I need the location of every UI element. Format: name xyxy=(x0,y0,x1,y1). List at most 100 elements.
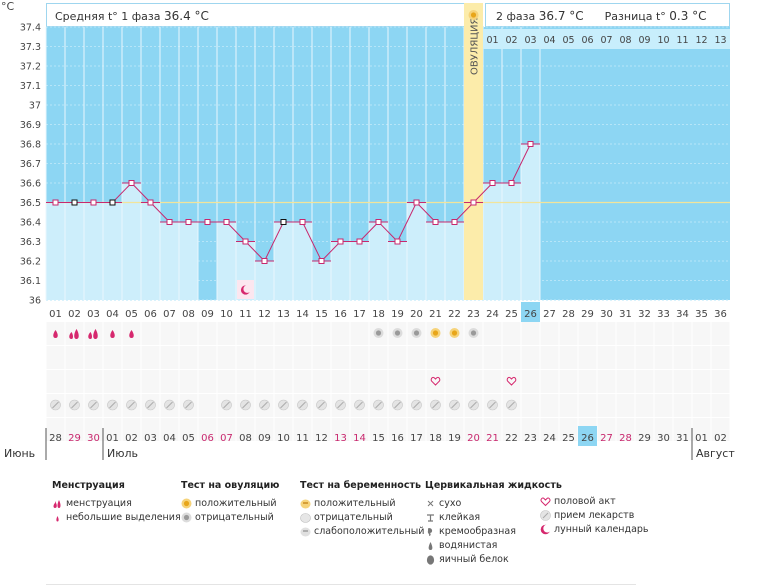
temperature-bar xyxy=(331,241,350,300)
date-label: 20 xyxy=(467,433,480,444)
symptom-cell xyxy=(483,418,502,441)
diff-label: Разница t° xyxy=(604,10,666,23)
temperature-bar xyxy=(122,183,141,300)
month-label: Июль xyxy=(107,447,139,460)
creamy-icon xyxy=(427,528,433,536)
temperature-bar xyxy=(179,222,198,300)
temperature-bar xyxy=(388,241,407,300)
y-tick-label: 36.8 xyxy=(20,140,41,151)
cycle-day-label: 02 xyxy=(68,309,81,320)
symptom-cell xyxy=(350,370,369,393)
temperature-bar xyxy=(369,222,388,300)
symptom-cell xyxy=(521,370,540,393)
phase2-day-label: 12 xyxy=(695,35,707,46)
symptom-cell xyxy=(274,346,293,369)
legend-ovulation-item: положительный xyxy=(195,498,277,509)
pill-icon xyxy=(337,401,344,409)
symptom-cell xyxy=(502,370,521,393)
symptom-cell xyxy=(540,394,559,417)
temperature-point xyxy=(413,199,420,206)
symptom-cell xyxy=(673,394,692,417)
pill-icon xyxy=(185,401,192,409)
symptom-cell xyxy=(331,322,350,345)
symptom-cell xyxy=(331,370,350,393)
symptom-cell xyxy=(84,346,103,369)
symptom-cell xyxy=(578,394,597,417)
ovulation-column xyxy=(464,3,483,300)
temperature-bar xyxy=(445,222,464,300)
menstruation-light-icon xyxy=(56,516,59,522)
date-label: 04 xyxy=(163,433,176,444)
phase2-info: 2 фаза 36.7 °C Разница t° 0.3 °C xyxy=(485,3,730,27)
temperature-point xyxy=(242,238,249,245)
phase2-day-cell xyxy=(692,29,711,49)
date-label: 28 xyxy=(619,433,632,444)
legend-cervical-item: водянистая xyxy=(439,540,498,551)
temperature-bar xyxy=(483,183,502,300)
temperature-point xyxy=(394,238,401,245)
symptom-cell xyxy=(255,418,274,441)
symptom-cell xyxy=(84,370,103,393)
temperature-point xyxy=(337,238,344,245)
symptom-cell xyxy=(46,418,65,441)
cycle-day-label: 23 xyxy=(467,309,480,320)
symptom-cell xyxy=(502,346,521,369)
date-label: 06 xyxy=(201,433,214,444)
legend-ovulation-test: Тест на овуляцию положительный отрицател… xyxy=(181,480,279,525)
date-label: 03 xyxy=(144,433,157,444)
date-label: 23 xyxy=(524,433,537,444)
pill-icon xyxy=(71,401,78,409)
legend-pregnancy-title: Тест на беременность xyxy=(300,480,421,491)
symptom-cell xyxy=(84,322,103,345)
cycle-day-label: 33 xyxy=(657,309,670,320)
symptom-cell xyxy=(502,322,521,345)
phase2-day-cell xyxy=(521,29,540,49)
ovulation-sun-icon xyxy=(470,12,477,18)
y-tick-label: 36.6 xyxy=(20,179,41,190)
chart-svg: 36 36.1 36.2 36.3 36.4 36.5 36.6 36.7 36.8 36.9 37… xyxy=(1,0,730,460)
temperature-point xyxy=(128,180,135,186)
date-label: 18 xyxy=(429,433,442,444)
phase2-day-cell xyxy=(654,29,673,49)
legend-menstruation-title: Менструация xyxy=(52,480,125,491)
symptom-cell xyxy=(711,346,730,369)
symptom-cell xyxy=(654,346,673,369)
y-tick-label: 37.4 xyxy=(20,23,41,34)
pill-icon xyxy=(451,401,458,409)
symptom-cell xyxy=(198,370,217,393)
cycle-day-label: 36 xyxy=(714,309,727,320)
symptom-cell xyxy=(635,346,654,369)
legend-menstruation-item: менструация xyxy=(66,498,132,509)
pill-icon xyxy=(261,401,268,409)
moon-icon xyxy=(243,285,252,293)
phase2-day-label: 04 xyxy=(543,35,555,46)
y-tick-label: 36.9 xyxy=(20,120,41,131)
legend-pregnancy-item: слабоположительный xyxy=(314,526,425,537)
legend-cervical-item: кремообразная xyxy=(439,526,516,537)
phase1-label: Средняя t° 1 фаза xyxy=(55,10,161,23)
pill-icon xyxy=(540,510,551,521)
symptom-cell xyxy=(540,370,559,393)
legend-cervical-item: яичный белок xyxy=(439,554,509,565)
date-label: 15 xyxy=(372,433,385,444)
pregnancy-negative-icon xyxy=(300,513,311,523)
pill-icon xyxy=(166,401,173,409)
date-label: 31 xyxy=(676,433,689,444)
date-label: 02 xyxy=(714,433,727,444)
date-label: 24 xyxy=(543,433,556,444)
symptom-cell xyxy=(141,418,160,441)
cycle-day-label: 34 xyxy=(676,309,689,320)
ovulation-test-negative-icon xyxy=(394,330,401,336)
symptom-cell xyxy=(711,418,730,441)
cycle-day-label: 15 xyxy=(315,309,328,320)
date-label: 05 xyxy=(182,433,195,444)
date-label: 27 xyxy=(600,433,613,444)
temperature-point xyxy=(451,219,458,225)
symptom-cell xyxy=(692,370,711,393)
ovulation-positive-icon xyxy=(181,498,192,509)
cycle-day-label: 21 xyxy=(429,309,442,320)
symptom-cell xyxy=(274,418,293,441)
cycle-day-label: 12 xyxy=(258,309,271,320)
symptom-cell xyxy=(236,346,255,369)
temperature-bar xyxy=(46,202,65,300)
